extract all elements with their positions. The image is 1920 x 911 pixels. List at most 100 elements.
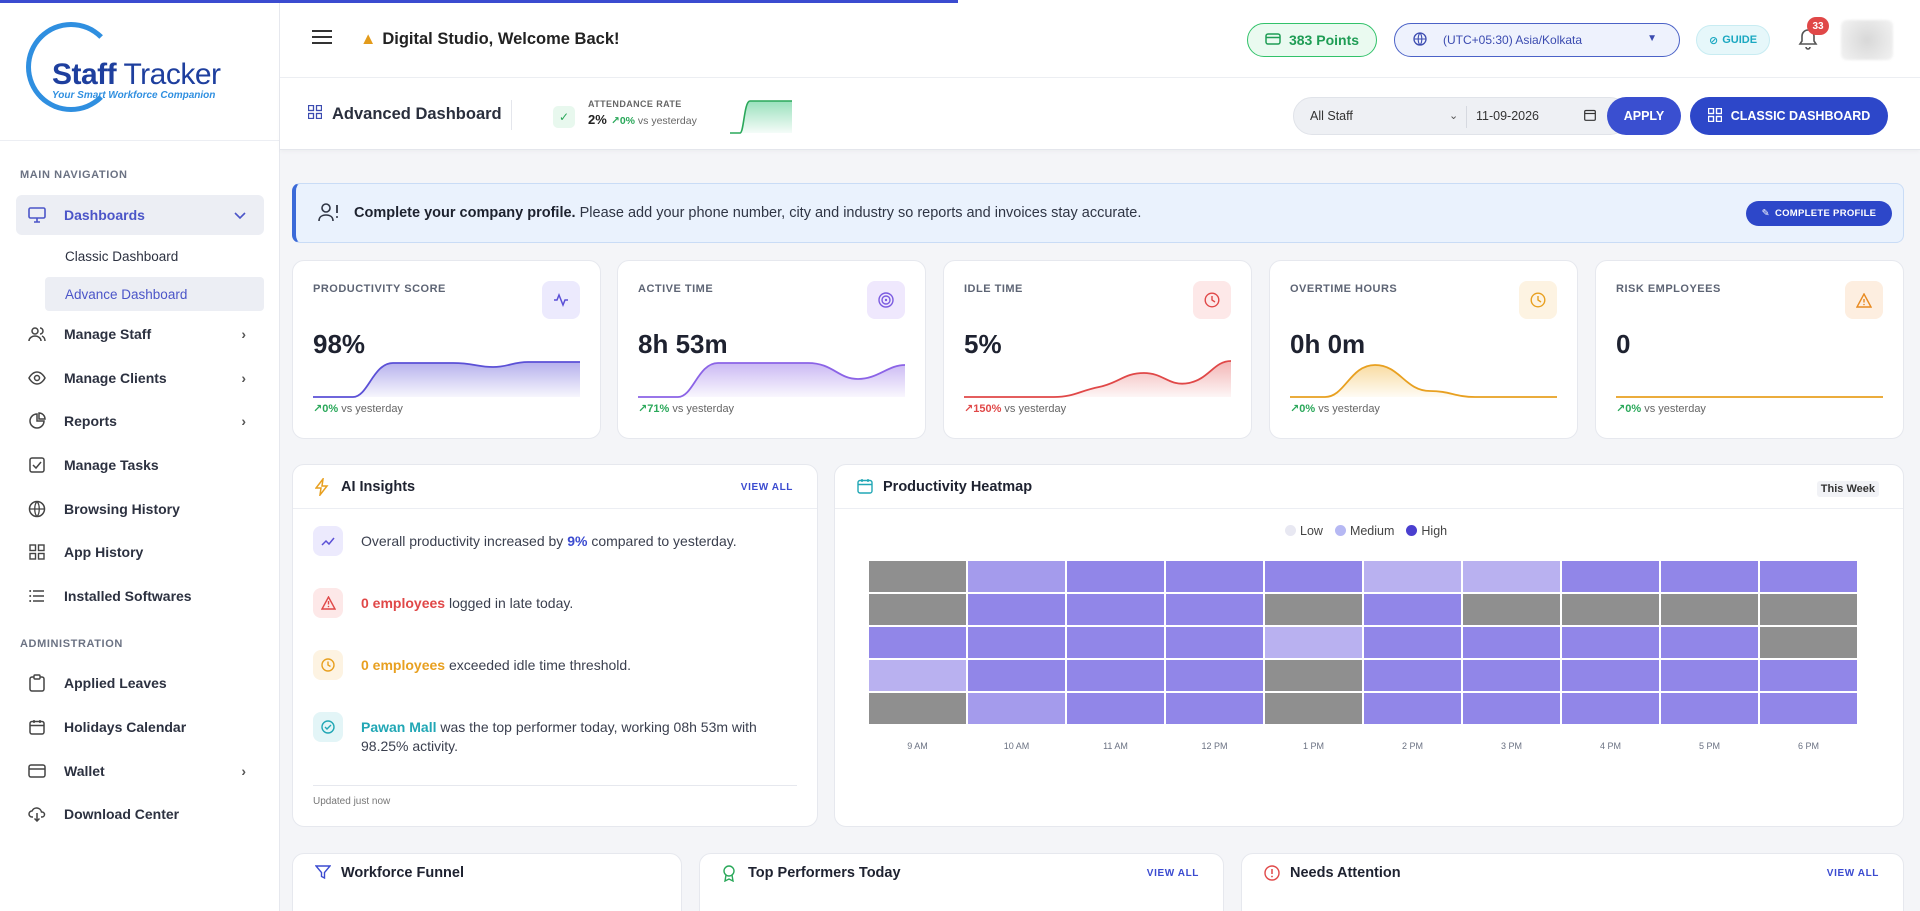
- sidebar-item-browsing-history[interactable]: Browsing History: [16, 489, 264, 529]
- list-icon: [28, 587, 46, 605]
- heatmap-cell[interactable]: [869, 660, 966, 691]
- kpi-card-overtime: OVERTIME HOURS 0h 0m ↗0% vs yesterday: [1269, 260, 1578, 439]
- welcome-message: Digital Studio, Welcome Back!: [382, 30, 620, 48]
- heatmap-cell[interactable]: [1760, 660, 1857, 691]
- sidebar-item-manage-tasks[interactable]: Manage Tasks: [16, 445, 264, 485]
- heatmap-cell[interactable]: [1760, 693, 1857, 724]
- sidebar-item-installed-softwares[interactable]: Installed Softwares: [16, 576, 264, 616]
- heatmap-cell[interactable]: [1067, 627, 1164, 658]
- heatmap-cell[interactable]: [1463, 627, 1560, 658]
- heatmap-hour-label: 12 PM: [1201, 741, 1228, 751]
- heatmap-cell[interactable]: [1463, 660, 1560, 691]
- range-select[interactable]: This Week: [1816, 481, 1879, 497]
- apply-button[interactable]: APPLY: [1607, 97, 1681, 135]
- chevron-down-icon: [234, 207, 246, 223]
- risk-sparkline: [1616, 396, 1883, 398]
- kpi-card-active-time: ACTIVE TIME 8h 53m ↗71% vs yesterday: [617, 260, 926, 439]
- guide-button[interactable]: ⊘ GUIDE: [1696, 25, 1770, 55]
- heatmap-cell[interactable]: [1364, 594, 1461, 625]
- sidebar-item-manage-staff[interactable]: Manage Staff ›: [16, 314, 264, 354]
- heatmap-cell[interactable]: [1661, 693, 1758, 724]
- sidebar-item-holidays-calendar[interactable]: Holidays Calendar: [16, 707, 264, 747]
- complete-profile-button[interactable]: ✎ COMPLETE PROFILE: [1746, 201, 1892, 226]
- classic-dashboard-button[interactable]: CLASSIC DASHBOARD: [1690, 97, 1888, 135]
- heatmap-cell[interactable]: [1760, 627, 1857, 658]
- heatmap-cell[interactable]: [1562, 660, 1659, 691]
- sidebar-item-label: Manage Staff: [64, 326, 152, 342]
- heatmap-cell[interactable]: [1661, 627, 1758, 658]
- heatmap-cell[interactable]: [1265, 660, 1362, 691]
- heatmap-cell[interactable]: [1364, 627, 1461, 658]
- heatmap-cell[interactable]: [1661, 660, 1758, 691]
- sidebar-item-app-history[interactable]: App History: [16, 532, 264, 572]
- heatmap-cell[interactable]: [1562, 594, 1659, 625]
- view-all-link[interactable]: VIEW ALL: [740, 482, 793, 493]
- sidebar-item-download-center[interactable]: Download Center: [16, 794, 264, 834]
- heatmap-cell[interactable]: [1265, 627, 1362, 658]
- points-badge[interactable]: 383 Points: [1247, 23, 1377, 57]
- heatmap-cell[interactable]: [1166, 561, 1263, 592]
- heatmap-cell[interactable]: [1760, 594, 1857, 625]
- heatmap-cell[interactable]: [1463, 561, 1560, 592]
- menu-toggle-icon[interactable]: [312, 30, 332, 44]
- heatmap-cell[interactable]: [968, 660, 1065, 691]
- avatar[interactable]: [1841, 20, 1893, 60]
- heatmap-cell[interactable]: [968, 561, 1065, 592]
- heatmap-cell[interactable]: [1463, 693, 1560, 724]
- attendance-label: ATTENDANCE RATE: [588, 99, 682, 109]
- heatmap-cell[interactable]: [869, 693, 966, 724]
- insight-text: compared to yesterday.: [587, 533, 737, 549]
- heatmap-cell[interactable]: [1463, 594, 1560, 625]
- sidebar-item-reports[interactable]: Reports ›: [16, 401, 264, 441]
- heatmap-cell[interactable]: [1067, 693, 1164, 724]
- timezone-select[interactable]: (UTC+05:30) Asia/Kolkata ▼: [1394, 23, 1680, 57]
- heatmap-cell[interactable]: [869, 594, 966, 625]
- heatmap-cell[interactable]: [1067, 594, 1164, 625]
- heatmap-cell[interactable]: [1265, 561, 1362, 592]
- sidebar-item-manage-clients[interactable]: Manage Clients ›: [16, 358, 264, 398]
- logo[interactable]: Staff Tracker Your Smart Workforce Compa…: [0, 0, 279, 141]
- heatmap-cell[interactable]: [1562, 627, 1659, 658]
- heatmap-cell[interactable]: [1265, 693, 1362, 724]
- heatmap-cell[interactable]: [1364, 660, 1461, 691]
- chevron-down-icon[interactable]: ⌄: [1449, 110, 1459, 122]
- panel-title: Workforce Funnel: [341, 865, 464, 881]
- heatmap-cell[interactable]: [1265, 594, 1362, 625]
- sidebar-item-applied-leaves[interactable]: Applied Leaves: [16, 663, 264, 703]
- date-input[interactable]: 11-09-2026: [1476, 109, 1540, 123]
- heatmap-cell[interactable]: [1067, 660, 1164, 691]
- heatmap-cell[interactable]: [1166, 693, 1263, 724]
- profile-alert-banner: Complete your company profile. Please ad…: [292, 183, 1904, 243]
- heatmap-cell[interactable]: [968, 627, 1065, 658]
- heatmap-cell[interactable]: [1166, 594, 1263, 625]
- view-all-link[interactable]: VIEW ALL: [1146, 868, 1199, 879]
- user-edit-icon: ✎: [1761, 208, 1770, 219]
- heatmap-cell[interactable]: [1661, 594, 1758, 625]
- heatmap-cell[interactable]: [869, 627, 966, 658]
- heatmap-cell[interactable]: [1166, 627, 1263, 658]
- heatmap-cell[interactable]: [968, 693, 1065, 724]
- calendar-icon[interactable]: [1584, 109, 1596, 124]
- staff-filter-select[interactable]: All Staff: [1310, 109, 1353, 123]
- insight-text: logged in late today.: [445, 595, 574, 611]
- heatmap-cell[interactable]: [1661, 561, 1758, 592]
- sidebar-subitem-classic-dashboard[interactable]: Classic Dashboard: [65, 248, 179, 264]
- sidebar-item-label: Dashboards: [64, 207, 145, 223]
- heatmap-cell[interactable]: [1364, 693, 1461, 724]
- kpi-trend: 71%: [647, 403, 670, 415]
- heatmap-cell[interactable]: [1364, 561, 1461, 592]
- heatmap-cell[interactable]: [869, 561, 966, 592]
- heatmap-cell[interactable]: [1760, 561, 1857, 592]
- sidebar-item-dashboards[interactable]: Dashboards: [16, 195, 264, 235]
- heatmap-cell[interactable]: [1562, 561, 1659, 592]
- heatmap-cell[interactable]: [1067, 561, 1164, 592]
- heatmap-cell[interactable]: [1166, 660, 1263, 691]
- heatmap-cell[interactable]: [968, 594, 1065, 625]
- view-all-link[interactable]: VIEW ALL: [1826, 868, 1879, 879]
- heatmap-hour-label: 3 PM: [1500, 741, 1522, 751]
- sidebar-subitem-advance-dashboard[interactable]: Advance Dashboard: [45, 277, 264, 311]
- sidebar-item-wallet[interactable]: Wallet ›: [16, 751, 264, 791]
- chevron-right-icon: ›: [241, 413, 246, 429]
- insight-highlight: 0 employees: [361, 657, 446, 673]
- heatmap-cell[interactable]: [1562, 693, 1659, 724]
